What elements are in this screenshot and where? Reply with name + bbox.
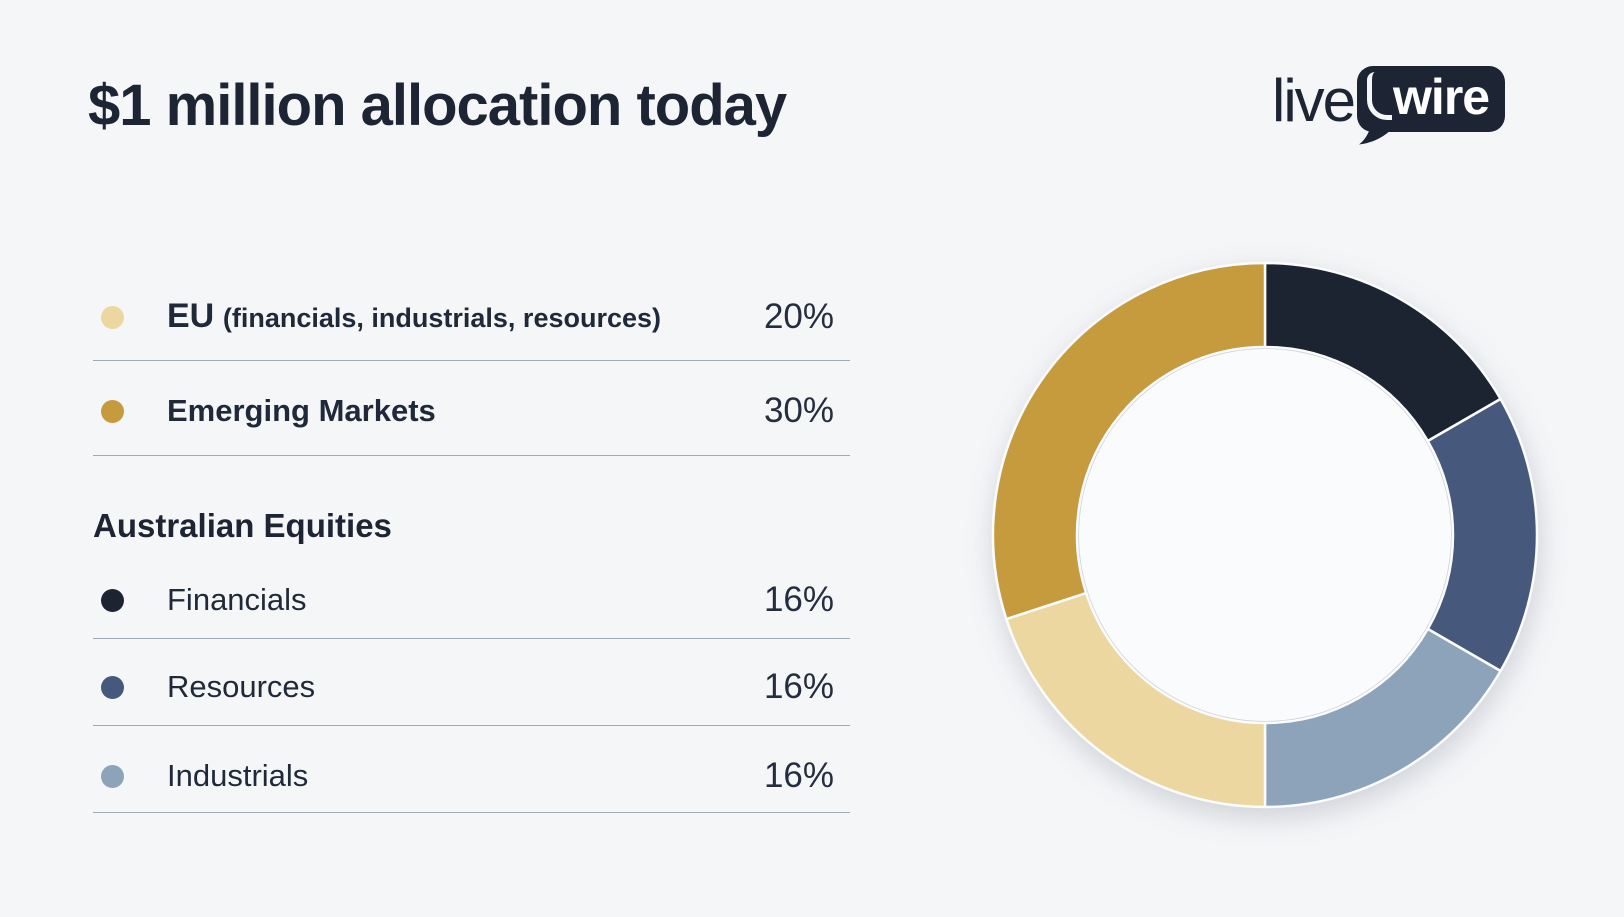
logo-bubble-tail-icon xyxy=(1359,125,1396,145)
legend-label-resources: Resources xyxy=(167,669,316,704)
legend-dot-emerging-markets-icon xyxy=(101,399,124,423)
legend-panel: EU (financials, industrials, resources) … xyxy=(93,280,850,813)
logo-bubble-notch-icon xyxy=(1367,72,1393,120)
legend-row-resources: Resources 16% xyxy=(93,639,850,726)
legend-row-financials: Financials 16% xyxy=(93,550,850,639)
legend-value-eu: 20% xyxy=(763,297,834,336)
legend-group-heading: Australian Equities xyxy=(93,507,392,544)
legend-value-financials: 16% xyxy=(763,580,834,619)
legend-label-emerging-markets: Emerging Markets xyxy=(167,393,436,428)
legend-label-industrials: Industrials xyxy=(167,758,309,793)
page-title: $1 million allocation today xyxy=(88,73,787,138)
legend-value-resources: 16% xyxy=(763,667,834,706)
donut-chart xyxy=(991,261,1539,809)
legend-row-emerging-markets: Emerging Markets 30% xyxy=(93,361,850,456)
legend-dot-eu-icon xyxy=(101,305,124,329)
legend-value-industrials: 16% xyxy=(763,756,834,795)
legend-dot-financials-icon xyxy=(101,588,124,612)
legend-value-emerging-markets: 30% xyxy=(763,391,834,430)
legend-row-industrials: Industrials 16% xyxy=(93,726,850,813)
logo-speech-bubble: wire xyxy=(1357,66,1506,145)
legend-label-financials: Financials xyxy=(167,582,307,617)
logo-wire-text: wire xyxy=(1393,69,1490,125)
donut-chart-container xyxy=(985,255,1545,815)
donut-hole xyxy=(1079,349,1451,721)
logo-live-text: live xyxy=(1272,67,1356,134)
legend-dot-resources-icon xyxy=(101,675,124,699)
livewire-logo: live wire xyxy=(1272,66,1506,145)
legend-label-eu: EU (financials, industrials, resources) xyxy=(167,297,662,335)
legend-row-eu: EU (financials, industrials, resources) … xyxy=(93,280,850,361)
legend-dot-industrials-icon xyxy=(101,764,124,788)
donut-segment-emerging-markets xyxy=(991,261,1267,621)
